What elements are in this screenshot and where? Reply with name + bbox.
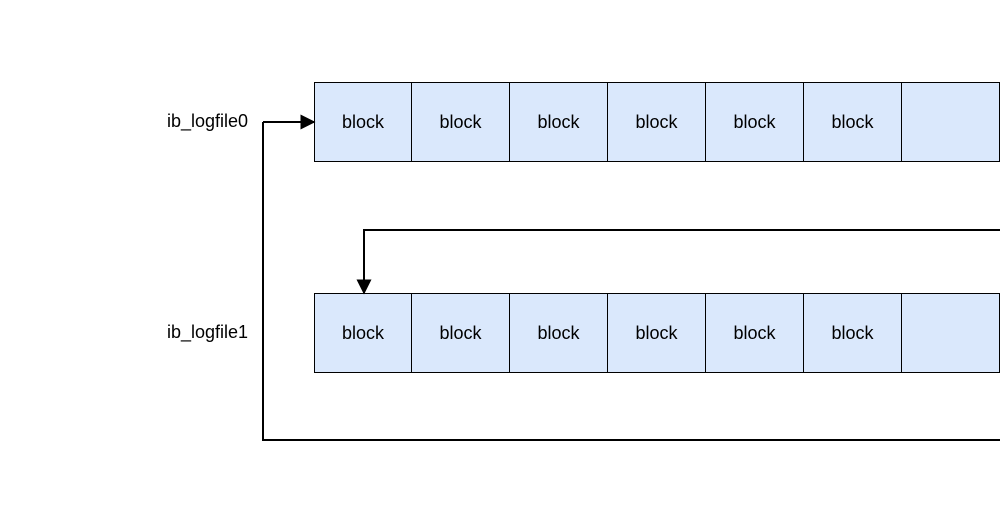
- row1: blockblockblockblockblockblock: [314, 293, 1000, 373]
- row0-block2: block: [510, 82, 608, 162]
- arrow-row0-end-to-row1-block0: [364, 230, 1000, 293]
- row1-block4: block: [706, 293, 804, 373]
- diagram-canvas: ib_logfile0 blockblockblockblockblockblo…: [0, 0, 1000, 520]
- row1-label: ib_logfile1: [167, 322, 248, 343]
- row0-block3: block: [608, 82, 706, 162]
- arrow-row1-end-to-row0-start-via-bottom: [263, 122, 1000, 440]
- row1-block0: block: [314, 293, 412, 373]
- row0-block5: block: [804, 82, 902, 162]
- row1-block1: block: [412, 293, 510, 373]
- row0-block1: block: [412, 82, 510, 162]
- row1-block2: block: [510, 293, 608, 373]
- row0-block4: block: [706, 82, 804, 162]
- row0: blockblockblockblockblockblock: [314, 82, 1000, 162]
- row0-label: ib_logfile0: [167, 111, 248, 132]
- row1-block5: block: [804, 293, 902, 373]
- row0-block6: [902, 82, 1000, 162]
- row1-block3: block: [608, 293, 706, 373]
- arrows-layer: [0, 0, 1000, 520]
- row1-block6: [902, 293, 1000, 373]
- row0-block0: block: [314, 82, 412, 162]
